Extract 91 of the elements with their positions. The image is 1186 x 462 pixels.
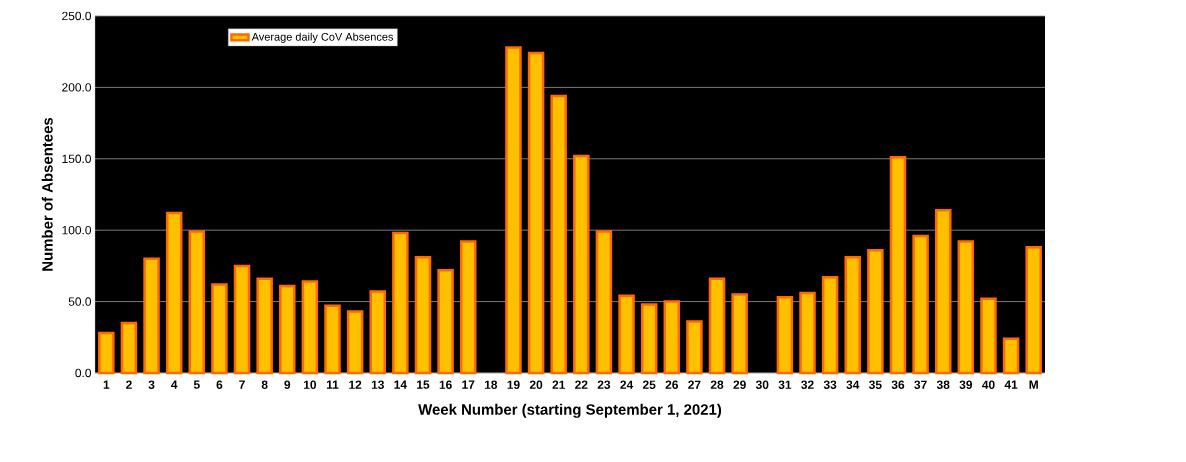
x-tick-label: 4 bbox=[171, 380, 178, 389]
x-tick-label: 29 bbox=[733, 380, 746, 389]
x-tick-label: 1 bbox=[103, 380, 110, 389]
bar bbox=[165, 211, 183, 375]
x-tick-label: 36 bbox=[891, 380, 905, 389]
y-tick-label: 50.0 bbox=[68, 297, 92, 306]
bar bbox=[889, 156, 907, 375]
bar bbox=[414, 256, 432, 375]
x-tick-label: 18 bbox=[484, 380, 498, 389]
x-tick-label: 13 bbox=[371, 380, 384, 389]
x-tick-label: 8 bbox=[261, 380, 268, 389]
x-tick-label: 33 bbox=[823, 380, 837, 389]
bar bbox=[346, 310, 364, 375]
y-tick-label: 150.0 bbox=[62, 154, 92, 164]
bar bbox=[120, 321, 138, 375]
x-tick-label: 22 bbox=[575, 380, 588, 389]
x-tick-label: 15 bbox=[417, 380, 430, 389]
x-tick-label: 30 bbox=[755, 380, 769, 389]
bar bbox=[980, 297, 997, 375]
bar bbox=[256, 277, 273, 375]
bar bbox=[1025, 246, 1042, 375]
x-tick-label: 25 bbox=[642, 380, 656, 389]
x-tick-label: M bbox=[1029, 380, 1038, 389]
x-tick-label: 41 bbox=[1004, 380, 1018, 389]
bar bbox=[211, 283, 228, 375]
x-tick-label: 38 bbox=[936, 380, 950, 389]
bar bbox=[143, 257, 160, 375]
x-tick-label: 23 bbox=[597, 380, 611, 389]
x-tick-label: 11 bbox=[326, 380, 339, 389]
x-tick-label: 32 bbox=[801, 380, 814, 389]
x-tick-label: 40 bbox=[982, 380, 995, 389]
x-tick-label: 17 bbox=[462, 380, 475, 389]
bar bbox=[279, 284, 296, 375]
x-tick-label: 6 bbox=[216, 380, 223, 389]
x-tick-label: 9 bbox=[284, 380, 291, 389]
bar bbox=[595, 230, 613, 375]
bar bbox=[233, 264, 251, 375]
bar bbox=[821, 276, 839, 375]
bar bbox=[799, 291, 816, 375]
x-tick-label: 35 bbox=[869, 380, 882, 389]
bar bbox=[844, 256, 861, 375]
bar bbox=[686, 320, 703, 375]
x-tick-label: 20 bbox=[529, 380, 543, 389]
x-tick-label: 27 bbox=[688, 380, 701, 389]
bar bbox=[369, 290, 386, 375]
y-tick-label: 100.0 bbox=[62, 225, 92, 235]
bar bbox=[573, 154, 590, 375]
bar bbox=[98, 331, 115, 375]
y-tick-label: 0.0 bbox=[75, 368, 92, 378]
bar bbox=[618, 294, 635, 375]
bar bbox=[867, 248, 884, 375]
bar bbox=[324, 304, 341, 375]
x-tick-label: 5 bbox=[193, 380, 200, 389]
x-tick-label: 10 bbox=[303, 380, 317, 389]
bar bbox=[188, 230, 206, 375]
bar bbox=[663, 300, 681, 375]
x-tick-label: 31 bbox=[778, 380, 792, 389]
x-tick-label: 7 bbox=[239, 380, 245, 389]
bar bbox=[776, 296, 794, 375]
x-tick-label: 12 bbox=[349, 380, 362, 389]
x-tick-label: 34 bbox=[846, 380, 860, 389]
bar bbox=[459, 240, 477, 375]
x-tick-label: 14 bbox=[394, 380, 407, 389]
bar bbox=[957, 240, 975, 375]
x-tick-label: 21 bbox=[552, 380, 566, 389]
bar bbox=[640, 303, 658, 375]
y-axis-title: Number of Absentees bbox=[41, 117, 53, 271]
bar bbox=[912, 234, 929, 375]
x-axis-title: Week Number (starting September 1, 2021) bbox=[418, 403, 722, 418]
bar bbox=[505, 46, 522, 375]
bar bbox=[437, 268, 454, 375]
x-tick-label: 28 bbox=[710, 380, 724, 389]
x-tick-label: 3 bbox=[148, 380, 155, 389]
bar bbox=[1002, 337, 1020, 375]
legend-label: Average daily CoV Absences bbox=[251, 32, 394, 43]
x-tick-label: 39 bbox=[959, 380, 973, 389]
bar bbox=[934, 208, 952, 375]
y-tick-label: 250.0 bbox=[62, 11, 92, 21]
x-tick-label: 19 bbox=[507, 380, 520, 389]
x-tick-label: 24 bbox=[620, 380, 634, 389]
x-tick-label: 37 bbox=[914, 380, 927, 389]
x-tick-label: 2 bbox=[126, 380, 132, 389]
bar bbox=[301, 280, 319, 375]
bar bbox=[392, 231, 409, 375]
x-tick-label: 16 bbox=[439, 380, 452, 389]
bar bbox=[527, 51, 545, 375]
y-tick-label: 200.0 bbox=[62, 83, 92, 92]
bar bbox=[731, 293, 748, 375]
bar bbox=[550, 94, 567, 375]
x-tick-label: 26 bbox=[665, 380, 679, 389]
bar bbox=[708, 277, 726, 375]
